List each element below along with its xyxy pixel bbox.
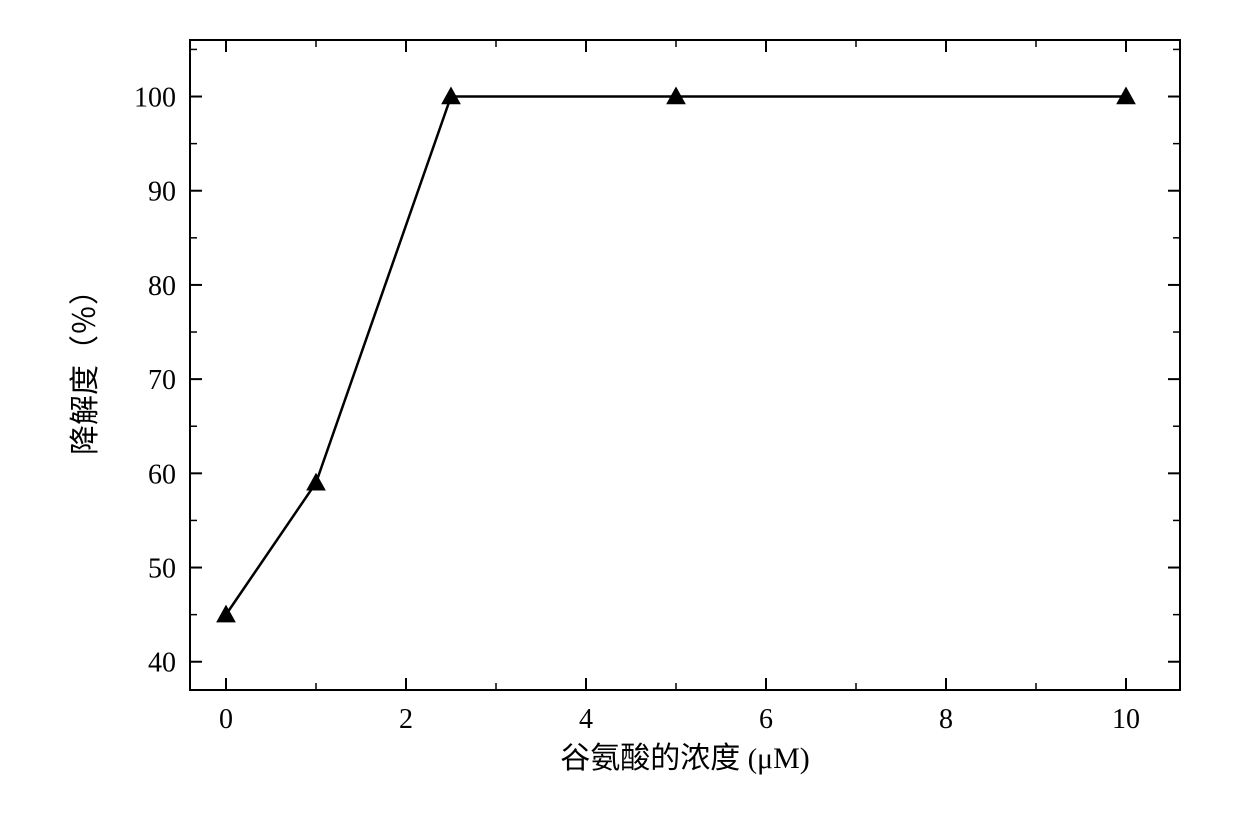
svg-text:6: 6 xyxy=(759,704,773,735)
svg-text:50: 50 xyxy=(148,554,176,585)
svg-text:80: 80 xyxy=(148,271,176,302)
svg-text:10: 10 xyxy=(1112,704,1140,735)
svg-text:40: 40 xyxy=(148,648,176,679)
line-chart: 0 2 4 6 8 10 40 50 60 70 80 90 100 降解度（％） 谷氨酸的浓度 (μM) xyxy=(20,20,1220,800)
y-axis-label: 降解度（％） xyxy=(69,275,102,455)
svg-text:70: 70 xyxy=(148,365,176,396)
svg-text:100: 100 xyxy=(134,83,176,114)
x-axis-label: 谷氨酸的浓度 (μM) xyxy=(560,742,810,775)
chart-container: 0 2 4 6 8 10 40 50 60 70 80 90 100 降解度（％） 谷氨酸的浓度 (μM) xyxy=(20,20,1220,800)
svg-text:8: 8 xyxy=(939,704,953,735)
svg-text:90: 90 xyxy=(148,177,176,208)
svg-text:2: 2 xyxy=(399,704,413,735)
svg-text:0: 0 xyxy=(219,704,233,735)
svg-text:60: 60 xyxy=(148,459,176,490)
svg-text:4: 4 xyxy=(579,704,593,735)
